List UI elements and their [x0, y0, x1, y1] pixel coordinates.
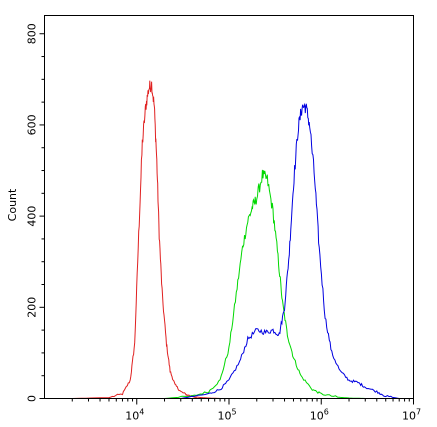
y-tick-label-1: 200: [26, 297, 39, 318]
series-line-2: [180, 102, 400, 399]
y-tick-label-3: 600: [26, 114, 39, 135]
x-tick-label-1: 105: [217, 408, 236, 423]
series-line-1: [164, 169, 366, 399]
y-axis-label: Count: [6, 188, 19, 221]
series-line-0: [72, 80, 221, 399]
x-tick-label-2: 106: [310, 408, 329, 423]
tick-layer: 104 105 106 107 0 200 400 600 800: [26, 23, 422, 422]
plot-frame: [44, 15, 414, 399]
x-tick-label-3: 107: [402, 408, 421, 423]
y-tick-label-0: 0: [26, 395, 39, 402]
series-layer: [72, 80, 400, 399]
x-tick-label-0: 104: [125, 408, 144, 423]
y-tick-label-2: 400: [26, 206, 39, 227]
y-tick-label-4: 800: [26, 23, 39, 44]
